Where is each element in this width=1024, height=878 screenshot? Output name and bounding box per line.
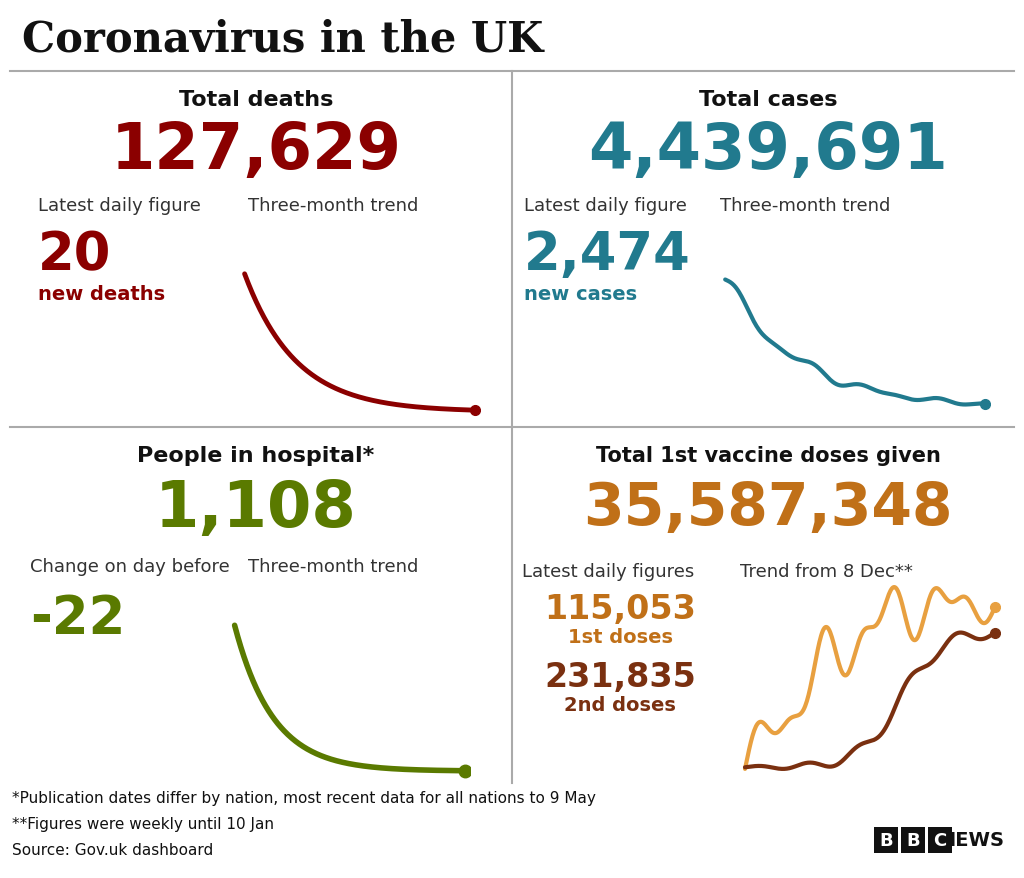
Text: People in hospital*: People in hospital* [137, 445, 375, 465]
Text: **Figures were weekly until 10 Jan: **Figures were weekly until 10 Jan [12, 816, 274, 831]
Text: B: B [906, 831, 920, 849]
FancyBboxPatch shape [874, 827, 898, 853]
Text: 20: 20 [38, 229, 112, 281]
Text: Latest daily figures: Latest daily figures [522, 563, 694, 580]
Text: *Publication dates differ by nation, most recent data for all nations to 9 May: *Publication dates differ by nation, mos… [12, 790, 596, 805]
Text: -22: -22 [30, 593, 125, 644]
Text: Three-month trend: Three-month trend [248, 197, 419, 215]
Text: Latest daily figure: Latest daily figure [38, 197, 201, 215]
Text: Trend from 8 Dec**: Trend from 8 Dec** [740, 563, 912, 580]
Text: 4,439,691: 4,439,691 [588, 120, 948, 182]
Text: B: B [880, 831, 893, 849]
Text: Change on day before: Change on day before [30, 558, 229, 575]
Text: Total cases: Total cases [698, 90, 838, 110]
Text: 1,108: 1,108 [155, 478, 357, 539]
Text: C: C [933, 831, 946, 849]
Text: 127,629: 127,629 [111, 120, 401, 182]
FancyBboxPatch shape [901, 827, 925, 853]
FancyBboxPatch shape [928, 827, 952, 853]
Text: Three-month trend: Three-month trend [248, 558, 419, 575]
Text: Source: Gov.uk dashboard: Source: Gov.uk dashboard [12, 842, 213, 857]
Text: Three-month trend: Three-month trend [720, 197, 891, 215]
Text: 35,587,348: 35,587,348 [584, 479, 952, 536]
Text: NEWS: NEWS [939, 831, 1004, 850]
Text: 2,474: 2,474 [524, 229, 691, 281]
Text: Total deaths: Total deaths [179, 90, 333, 110]
Text: Latest daily figure: Latest daily figure [524, 197, 687, 215]
Text: 115,053: 115,053 [544, 593, 696, 625]
Text: 231,835: 231,835 [544, 660, 696, 694]
Text: 2nd doses: 2nd doses [564, 695, 676, 714]
Text: Total 1st vaccine doses given: Total 1st vaccine doses given [596, 445, 940, 465]
Text: new deaths: new deaths [38, 284, 165, 304]
Text: 1st doses: 1st doses [567, 627, 673, 646]
Text: Coronavirus in the UK: Coronavirus in the UK [22, 18, 544, 60]
Text: new cases: new cases [524, 284, 637, 304]
